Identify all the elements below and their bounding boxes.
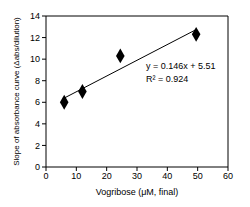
svg-text:2: 2 [35, 141, 40, 151]
svg-text:10: 10 [71, 171, 81, 181]
svg-text:10: 10 [30, 54, 40, 64]
svg-text:50: 50 [193, 171, 203, 181]
svg-text:60: 60 [223, 171, 233, 181]
svg-text:14: 14 [30, 11, 40, 21]
svg-text:12: 12 [30, 33, 40, 43]
svg-text:Vogribose (μM, final): Vogribose (μM, final) [96, 187, 179, 197]
svg-text:0: 0 [35, 162, 40, 172]
svg-text:20: 20 [102, 171, 112, 181]
html-text:y = 0.146x + 5.51: y = 0.146x + 5.51 [146, 61, 216, 71]
svg-text:30: 30 [132, 171, 142, 181]
svg-text:6: 6 [35, 97, 40, 107]
svg-text:0: 0 [43, 171, 48, 181]
svg-text:8: 8 [35, 76, 40, 86]
html-text:R² = 0.924: R² = 0.924 [146, 74, 189, 84]
svg-text:4: 4 [35, 119, 40, 129]
svg-text:Slope of absorbance curve (Δab: Slope of absorbance curve (Δabs/dilution… [12, 17, 21, 166]
svg-text:40: 40 [162, 171, 172, 181]
